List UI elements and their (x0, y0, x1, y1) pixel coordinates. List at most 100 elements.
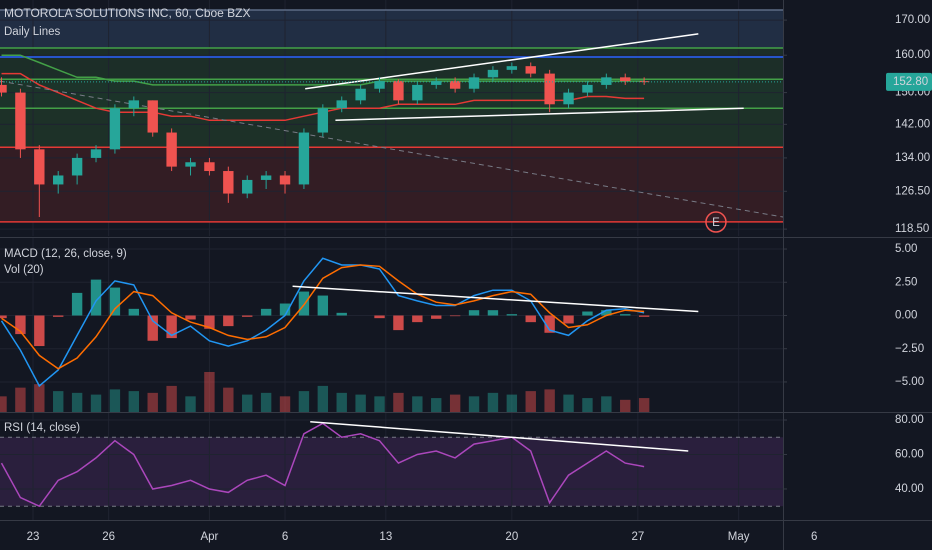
daily-line (1, 54, 645, 86)
candle-body (128, 100, 140, 109)
x-tick-label: Apr (200, 531, 218, 543)
candle-body (620, 77, 631, 82)
histogram-bar (34, 315, 45, 347)
candle-body (638, 81, 650, 83)
price-zone (0, 147, 783, 222)
y-tick-label: 0.00 (895, 310, 917, 322)
y-tick-label: 5.00 (895, 243, 917, 255)
candle-body (223, 171, 234, 194)
volume-bar (166, 385, 177, 412)
candle-body (204, 162, 215, 172)
histogram-bar (487, 310, 499, 316)
last-price-label: 152.80 (893, 76, 928, 88)
candle-body (34, 149, 45, 185)
volume-bar (147, 392, 158, 412)
candle-body (355, 88, 366, 101)
volume-bar (260, 392, 272, 412)
histogram-bar (242, 315, 253, 317)
histogram-bar (185, 315, 196, 320)
y-tick-label: 40.00 (895, 483, 924, 495)
candle-body (53, 175, 64, 185)
histogram-bar (393, 315, 404, 331)
volume-bar (34, 384, 45, 412)
volume-bar (620, 399, 631, 412)
y-tick-label: 80.00 (895, 414, 924, 426)
candle-body (563, 92, 574, 105)
volume-bar (393, 392, 404, 412)
volume-bar (279, 396, 291, 412)
histogram-bar (431, 315, 442, 319)
y-tick-label: 160.00 (895, 49, 930, 61)
volume-bar (336, 392, 347, 412)
trend-line (0, 80, 784, 218)
grid (0, 0, 783, 520)
volume-bar (601, 396, 612, 412)
last-price-box (886, 72, 932, 91)
y-tick-label: 134.00 (895, 152, 930, 164)
trend-line (310, 420, 689, 452)
volume-bar (355, 394, 366, 412)
volume-bar (412, 396, 423, 412)
x-tick-label: 13 (379, 531, 392, 543)
histogram-bar (53, 315, 64, 317)
histogram-bar (147, 315, 158, 341)
histogram-bar (15, 315, 26, 335)
histogram-bar (525, 315, 536, 323)
volume-bar (431, 398, 442, 412)
x-tick-label: 6 (811, 531, 817, 543)
histogram-bar (260, 308, 272, 316)
trend-line (335, 107, 744, 122)
x-tick-label: 20 (505, 531, 518, 543)
indicator-label: MACD (12, 26, close, 9) (4, 248, 127, 260)
histogram-bar (412, 315, 423, 323)
indicator-label: RSI (14, close) (4, 422, 80, 434)
candle-body (109, 108, 121, 150)
volume-bar (582, 398, 593, 412)
y-tick-label: 118.50 (895, 223, 929, 235)
y-tick-label: 2.50 (895, 276, 917, 288)
price-zone (0, 108, 783, 148)
y-tick-label: 142.00 (895, 118, 930, 130)
trend-line (305, 33, 699, 90)
x-tick-label: 26 (102, 531, 115, 543)
marks: E (0, 9, 784, 508)
histogram-bar (279, 303, 291, 316)
histogram-bar (449, 315, 461, 317)
volume-bar (487, 392, 499, 412)
candle-body (15, 92, 26, 150)
volume-bar (449, 394, 461, 412)
candle-body (336, 100, 347, 109)
x-tick-label: 27 (631, 531, 644, 543)
volume-bar (185, 396, 196, 412)
candle-body (601, 77, 612, 85)
histogram-bar (563, 315, 574, 324)
candle-body (412, 84, 423, 101)
histogram-bar (71, 292, 83, 316)
volume-bar (506, 394, 518, 412)
volume-bar (298, 391, 310, 412)
candle-body (525, 66, 536, 74)
candle-body (279, 175, 291, 185)
histogram-bar (582, 311, 593, 316)
volume-bar (71, 392, 83, 412)
candle-body (71, 157, 83, 176)
histogram-bar (298, 291, 310, 316)
candle-body (260, 175, 272, 180)
histogram-bar (336, 312, 347, 316)
candle-body (166, 132, 177, 167)
volume-bar (374, 396, 385, 412)
candle-body (393, 81, 404, 101)
histogram-bar (223, 315, 234, 327)
event-label: E (712, 217, 720, 229)
volume-bar (317, 385, 329, 412)
x-tick-label: May (728, 531, 750, 543)
price-zone (0, 57, 783, 80)
x-tick-label: 23 (27, 531, 40, 543)
volume-bar (468, 396, 480, 412)
volume-bar (638, 398, 650, 412)
price-zone (0, 79, 783, 109)
candle-body (298, 132, 310, 185)
candle-body (468, 77, 480, 89)
histogram-bar (468, 310, 480, 316)
